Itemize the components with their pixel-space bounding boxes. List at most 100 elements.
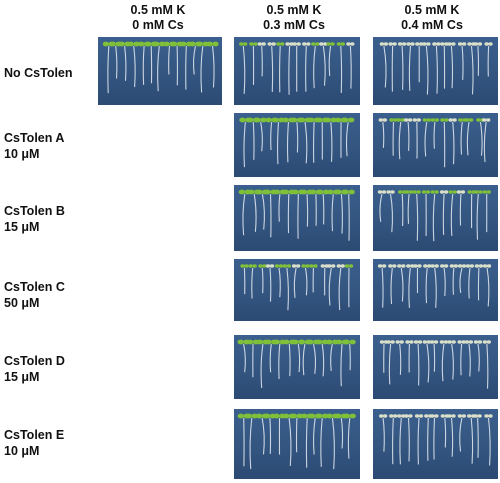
row-label-name: No CsTolen bbox=[4, 66, 73, 80]
seedling-cotyledon bbox=[171, 41, 178, 47]
seedling-root bbox=[433, 417, 436, 460]
seedling-cotyledon bbox=[256, 413, 263, 419]
seedling-root bbox=[408, 267, 411, 308]
seedling-root bbox=[470, 417, 474, 464]
seedling-cotyledon bbox=[237, 413, 244, 419]
column-header-cesium: 0 mM Cs bbox=[132, 18, 184, 32]
seedling-cotyledon bbox=[433, 340, 439, 344]
seedling-cotyledon bbox=[484, 42, 489, 46]
row-label-cstolen-a: CsTolen A 10 μM bbox=[4, 130, 64, 162]
row-label-dose: 15 μM bbox=[4, 220, 40, 234]
seedling-cotyledon bbox=[439, 340, 445, 344]
seedling-root bbox=[349, 343, 351, 371]
seedling-root bbox=[425, 267, 428, 304]
seedling-root bbox=[450, 193, 454, 236]
seedling-cotyledon bbox=[440, 414, 445, 418]
seedling-cotyledon bbox=[296, 413, 303, 419]
seedling-root bbox=[286, 121, 290, 163]
seedling-photo-cstolen-c-0.4cs bbox=[373, 259, 498, 321]
seedling-cotyledon bbox=[413, 340, 419, 344]
seedling-cotyledon bbox=[422, 42, 427, 46]
seedling-cotyledon bbox=[342, 117, 349, 123]
seedling-cotyledon bbox=[253, 42, 258, 46]
seedling-cotyledon bbox=[464, 118, 470, 122]
seedling-cotyledon bbox=[486, 190, 491, 194]
seedling-root bbox=[349, 45, 352, 89]
seedling-cotyledon bbox=[406, 42, 411, 46]
seedling-cotyledon bbox=[282, 117, 289, 123]
seedling-cotyledon bbox=[414, 414, 420, 418]
seedling-cotyledon bbox=[390, 340, 395, 344]
seedling-cotyledon bbox=[422, 340, 428, 344]
seedling-root bbox=[261, 417, 265, 455]
seedling-cotyledon bbox=[434, 414, 439, 418]
seedling-root bbox=[399, 343, 402, 375]
seedling-root bbox=[487, 417, 491, 466]
seedling-cotyledon bbox=[301, 413, 308, 419]
seedling-cotyledon bbox=[327, 189, 334, 195]
seedling-cotyledon bbox=[263, 413, 271, 419]
seedling-cotyledon bbox=[397, 414, 402, 418]
seedling-root bbox=[293, 267, 297, 298]
seedling-root bbox=[249, 417, 253, 470]
seedling-cotyledon bbox=[265, 264, 271, 268]
seedling-cotyledon bbox=[272, 117, 279, 123]
seedling-cotyledon bbox=[467, 190, 472, 194]
seedling-cotyledon bbox=[392, 42, 397, 46]
seedling-cotyledon bbox=[282, 189, 290, 195]
seedling-cotyledon bbox=[289, 42, 294, 46]
seedling-root bbox=[185, 45, 187, 90]
seedling-cotyledon bbox=[477, 42, 483, 46]
seedling-root bbox=[470, 45, 474, 95]
seedling-root bbox=[486, 267, 490, 307]
seedling-root bbox=[417, 343, 420, 386]
seedling-cotyledon bbox=[299, 117, 306, 123]
seedling-root bbox=[392, 417, 394, 465]
seedling-cotyledon bbox=[486, 264, 492, 268]
seedling-cotyledon bbox=[452, 118, 457, 122]
seedling-cotyledon bbox=[443, 190, 449, 194]
seedling-root bbox=[434, 267, 437, 308]
seedling-root bbox=[390, 267, 393, 305]
seedling-cotyledon bbox=[457, 264, 463, 268]
seedling-root bbox=[442, 193, 445, 235]
seedling-root bbox=[253, 193, 257, 232]
seedling-cotyledon bbox=[386, 340, 391, 344]
row-label-no-cstolen: No CsTolen bbox=[4, 65, 73, 81]
seedling-cotyledon bbox=[280, 42, 285, 46]
seedling-cotyledon bbox=[273, 339, 281, 345]
seedling-cotyledon bbox=[468, 340, 474, 344]
seedling-cotyledon bbox=[343, 339, 350, 345]
seedling-cotyledon bbox=[469, 264, 475, 268]
seedling-cotyledon bbox=[273, 189, 281, 195]
seedling-cotyledon bbox=[240, 264, 245, 268]
seedling-root bbox=[466, 121, 470, 156]
seedling-cotyledon bbox=[180, 41, 187, 47]
seedling-cotyledon bbox=[424, 414, 429, 418]
seedling-cotyledon bbox=[461, 414, 467, 418]
seedling-root bbox=[452, 267, 455, 295]
seedling-root bbox=[305, 417, 308, 468]
seedling-root bbox=[304, 121, 308, 164]
seedling-cotyledon bbox=[443, 340, 449, 344]
seedling-cotyledon bbox=[410, 264, 415, 268]
seedling-root bbox=[477, 45, 480, 76]
seedling-root bbox=[328, 267, 332, 306]
seedling-cotyledon bbox=[422, 118, 427, 122]
row-label-name: CsTolen B bbox=[4, 204, 65, 218]
seedling-photo-cstolen-e-0.3cs bbox=[234, 409, 360, 479]
seedling-root bbox=[424, 121, 428, 157]
seedling-cotyledon bbox=[254, 117, 261, 123]
seedling-cotyledon bbox=[468, 118, 474, 122]
seedling-cotyledon bbox=[335, 117, 342, 123]
seedling-cotyledon bbox=[389, 118, 394, 122]
seedling-cotyledon bbox=[461, 42, 467, 46]
row-label-dose: 15 μM bbox=[4, 370, 40, 384]
seedling-cotyledon bbox=[421, 190, 427, 194]
seedling-root bbox=[383, 45, 387, 88]
seedling-cotyledon bbox=[447, 340, 452, 344]
seedling-cotyledon bbox=[109, 41, 117, 47]
seedling-root bbox=[433, 121, 436, 149]
row-label-cstolen-e: CsTolen E 10 μM bbox=[4, 427, 64, 459]
seedling-cotyledon bbox=[239, 42, 244, 46]
